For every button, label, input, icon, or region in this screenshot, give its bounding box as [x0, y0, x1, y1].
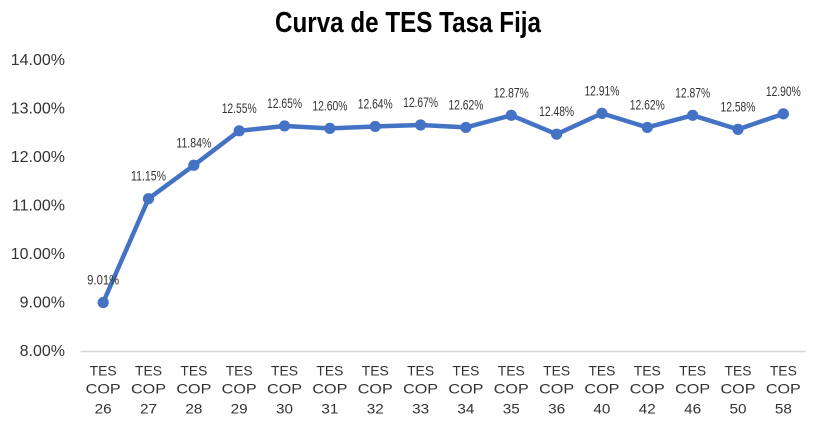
svg-text:29: 29	[231, 400, 248, 416]
svg-text:11.00%: 11.00%	[12, 198, 65, 215]
svg-text:COP: COP	[222, 381, 257, 397]
svg-text:COP: COP	[630, 381, 665, 397]
svg-text:COP: COP	[358, 381, 393, 397]
svg-text:12.62%: 12.62%	[448, 97, 483, 112]
svg-text:28: 28	[185, 400, 202, 416]
svg-text:Curva de TES Tasa Fija: Curva de TES Tasa Fija	[275, 7, 542, 39]
svg-text:42: 42	[639, 400, 656, 416]
svg-text:40: 40	[593, 400, 610, 416]
svg-text:12.62%: 12.62%	[630, 97, 665, 112]
svg-text:TES: TES	[226, 363, 253, 379]
svg-text:TES: TES	[362, 363, 389, 379]
svg-text:COP: COP	[176, 381, 211, 397]
svg-text:TES: TES	[770, 363, 797, 379]
svg-text:14.00%: 14.00%	[11, 52, 65, 69]
svg-text:COP: COP	[86, 381, 121, 397]
svg-text:TES: TES	[135, 363, 162, 379]
svg-text:11.15%: 11.15%	[131, 169, 166, 184]
svg-text:27: 27	[140, 400, 157, 416]
svg-text:31: 31	[321, 400, 338, 416]
svg-text:46: 46	[684, 400, 701, 416]
svg-text:36: 36	[548, 400, 565, 416]
svg-text:TES: TES	[90, 363, 117, 379]
svg-text:COP: COP	[539, 381, 574, 397]
svg-text:12.87%: 12.87%	[675, 85, 710, 100]
svg-text:COP: COP	[675, 381, 710, 397]
svg-text:TES: TES	[679, 363, 706, 379]
svg-text:12.91%: 12.91%	[584, 83, 619, 98]
svg-text:10.00%: 10.00%	[11, 246, 65, 263]
svg-text:COP: COP	[403, 381, 438, 397]
svg-text:12.55%: 12.55%	[222, 101, 257, 116]
svg-text:12.48%: 12.48%	[539, 104, 574, 119]
svg-text:COP: COP	[766, 381, 801, 397]
svg-text:12.00%: 12.00%	[11, 149, 65, 166]
svg-text:TES: TES	[588, 363, 615, 379]
svg-text:12.58%: 12.58%	[720, 99, 755, 114]
svg-text:12.87%: 12.87%	[494, 85, 529, 100]
svg-text:COP: COP	[267, 381, 302, 397]
svg-text:35: 35	[503, 400, 520, 416]
svg-text:33: 33	[412, 400, 429, 416]
svg-text:9.01%: 9.01%	[87, 273, 119, 288]
svg-text:COP: COP	[494, 381, 529, 397]
svg-text:COP: COP	[720, 381, 755, 397]
svg-text:12.67%: 12.67%	[403, 95, 438, 110]
svg-text:TES: TES	[452, 363, 479, 379]
svg-text:12.60%: 12.60%	[312, 98, 347, 113]
svg-text:TES: TES	[271, 363, 298, 379]
svg-text:34: 34	[457, 400, 474, 416]
svg-text:TES: TES	[724, 363, 751, 379]
svg-text:TES: TES	[498, 363, 525, 379]
svg-text:12.65%: 12.65%	[267, 96, 302, 111]
svg-text:TES: TES	[180, 363, 207, 379]
svg-text:COP: COP	[312, 381, 347, 397]
svg-text:COP: COP	[131, 381, 166, 397]
svg-text:COP: COP	[584, 381, 619, 397]
svg-text:11.84%: 11.84%	[176, 135, 211, 150]
svg-text:32: 32	[367, 400, 384, 416]
svg-text:12.90%: 12.90%	[766, 84, 801, 99]
svg-text:TES: TES	[407, 363, 434, 379]
svg-text:TES: TES	[316, 363, 343, 379]
svg-text:26: 26	[95, 400, 112, 416]
svg-text:13.00%: 13.00%	[11, 101, 65, 118]
svg-text:12.64%: 12.64%	[358, 96, 393, 111]
svg-text:9.00%: 9.00%	[20, 295, 65, 312]
svg-text:58: 58	[775, 400, 792, 416]
svg-text:TES: TES	[543, 363, 570, 379]
svg-text:8.00%: 8.00%	[20, 343, 65, 360]
svg-text:50: 50	[729, 400, 746, 416]
svg-text:COP: COP	[448, 381, 483, 397]
svg-text:30: 30	[276, 400, 293, 416]
svg-text:TES: TES	[634, 363, 661, 379]
